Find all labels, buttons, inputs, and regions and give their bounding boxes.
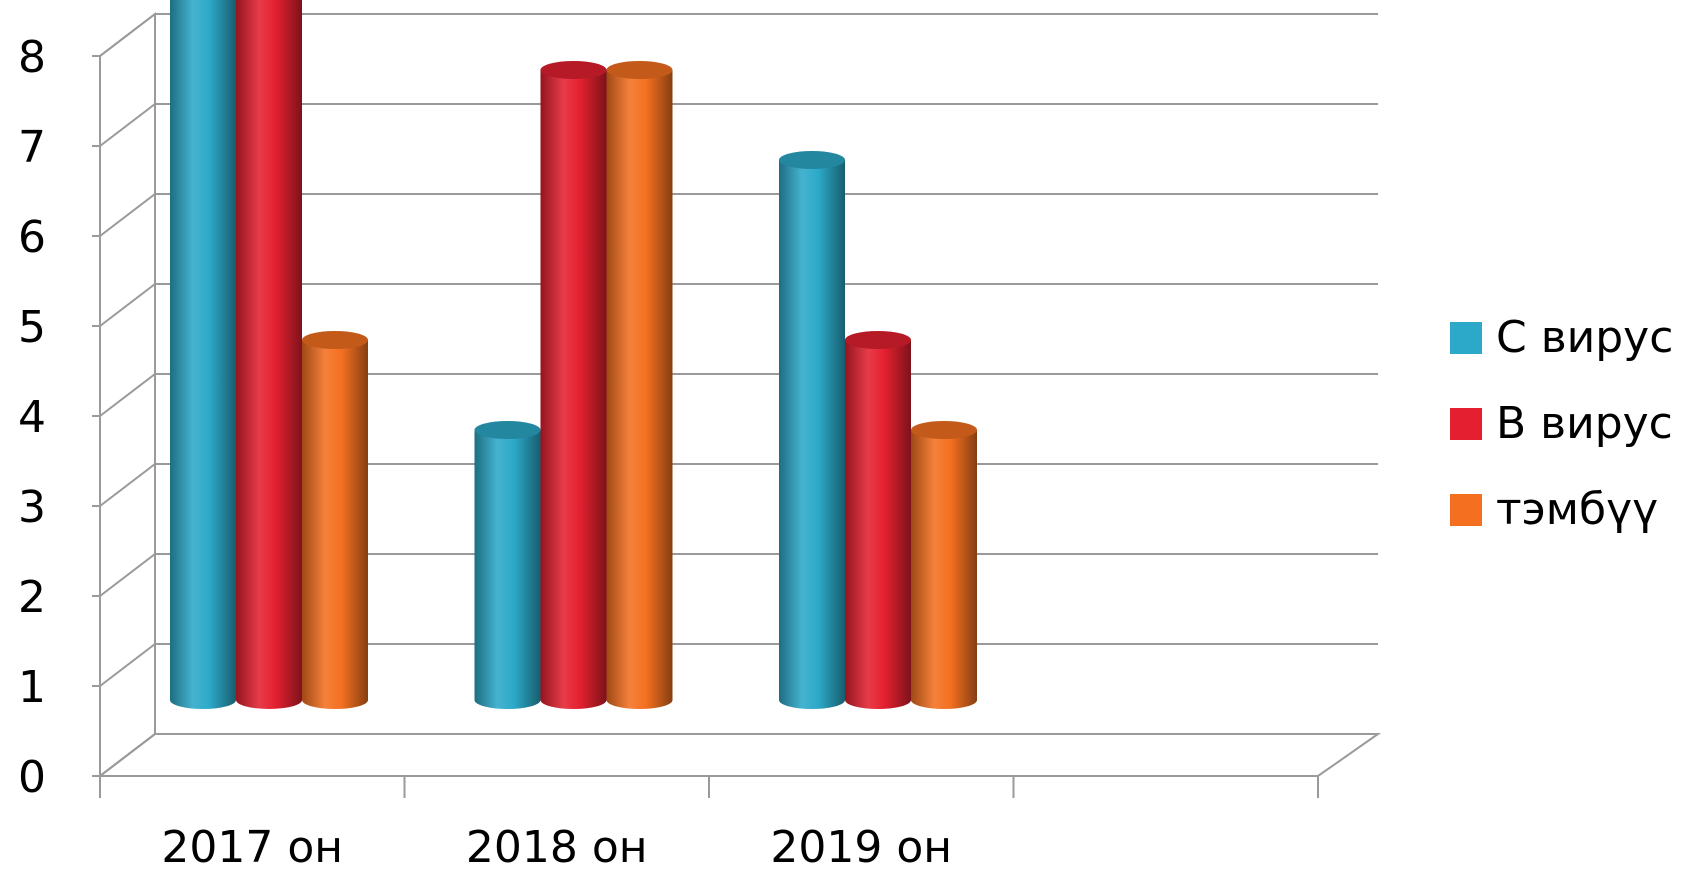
- bar-top: [911, 421, 977, 439]
- legend-label: C вирус: [1496, 312, 1673, 363]
- y-tick-label: 2: [18, 572, 46, 623]
- bar-body: [474, 430, 541, 709]
- bar-body: [170, 0, 236, 709]
- gridline-side: [99, 103, 156, 147]
- bar-top: [540, 61, 607, 79]
- y-tick-label: 0: [18, 752, 46, 803]
- bar-body: [845, 340, 911, 709]
- floor: [97, 733, 1382, 777]
- y-tick-labels: 0 1 2 3 4 5 6 7 8: [18, 32, 46, 803]
- bar-top: [779, 151, 845, 169]
- bar-top: [302, 331, 368, 349]
- bar: [540, 61, 607, 709]
- bar-top: [474, 421, 541, 439]
- bar-body: [779, 160, 845, 709]
- bar: [779, 151, 845, 709]
- x-tick-label: 2018 он: [466, 822, 648, 870]
- bar: [170, 0, 236, 709]
- bar-body: [911, 430, 977, 709]
- bar: [911, 421, 977, 709]
- bar-top: [606, 61, 673, 79]
- gridline-side: [99, 643, 156, 687]
- bar-body: [606, 70, 673, 709]
- gridline-side: [99, 553, 156, 597]
- y-tick-label: 8: [18, 32, 46, 83]
- bar: [845, 331, 911, 709]
- bar-body: [540, 70, 607, 709]
- legend-swatch: [1450, 494, 1482, 526]
- x-tick-label: 2019 он: [770, 822, 952, 870]
- y-tick-label: 4: [18, 392, 46, 443]
- legend-label: B вирус: [1496, 398, 1673, 449]
- gridline-side: [99, 463, 156, 507]
- legend-label: тэмбүү: [1496, 484, 1658, 535]
- bar-top: [845, 331, 911, 349]
- y-tick-label: 1: [18, 662, 46, 713]
- y-tick-label: 7: [18, 122, 46, 173]
- y-tick-label: 6: [18, 212, 46, 263]
- gridline-side: [99, 193, 156, 237]
- bar: [236, 0, 302, 709]
- bar-body: [302, 340, 368, 709]
- x-tick-labels: 2017 он 2018 он 2019 он: [161, 822, 952, 870]
- legend-swatch: [1450, 408, 1482, 440]
- gridline-side: [99, 283, 156, 327]
- bar: [474, 421, 541, 709]
- gridline-side: [99, 373, 156, 417]
- legend-swatch: [1450, 322, 1482, 354]
- bars: [170, 0, 977, 709]
- y-tick-label: 3: [18, 482, 46, 533]
- x-tick-label: 2017 он: [161, 822, 343, 870]
- axes: [92, 55, 1319, 798]
- gridline-side: [99, 733, 156, 777]
- bar: [302, 331, 368, 709]
- y-tick-label: 5: [18, 302, 46, 353]
- legend: C вирус B вирус тэмбүү: [1450, 312, 1673, 535]
- bar: [606, 61, 673, 709]
- gridline-side: [99, 13, 156, 57]
- bar-body: [236, 0, 302, 709]
